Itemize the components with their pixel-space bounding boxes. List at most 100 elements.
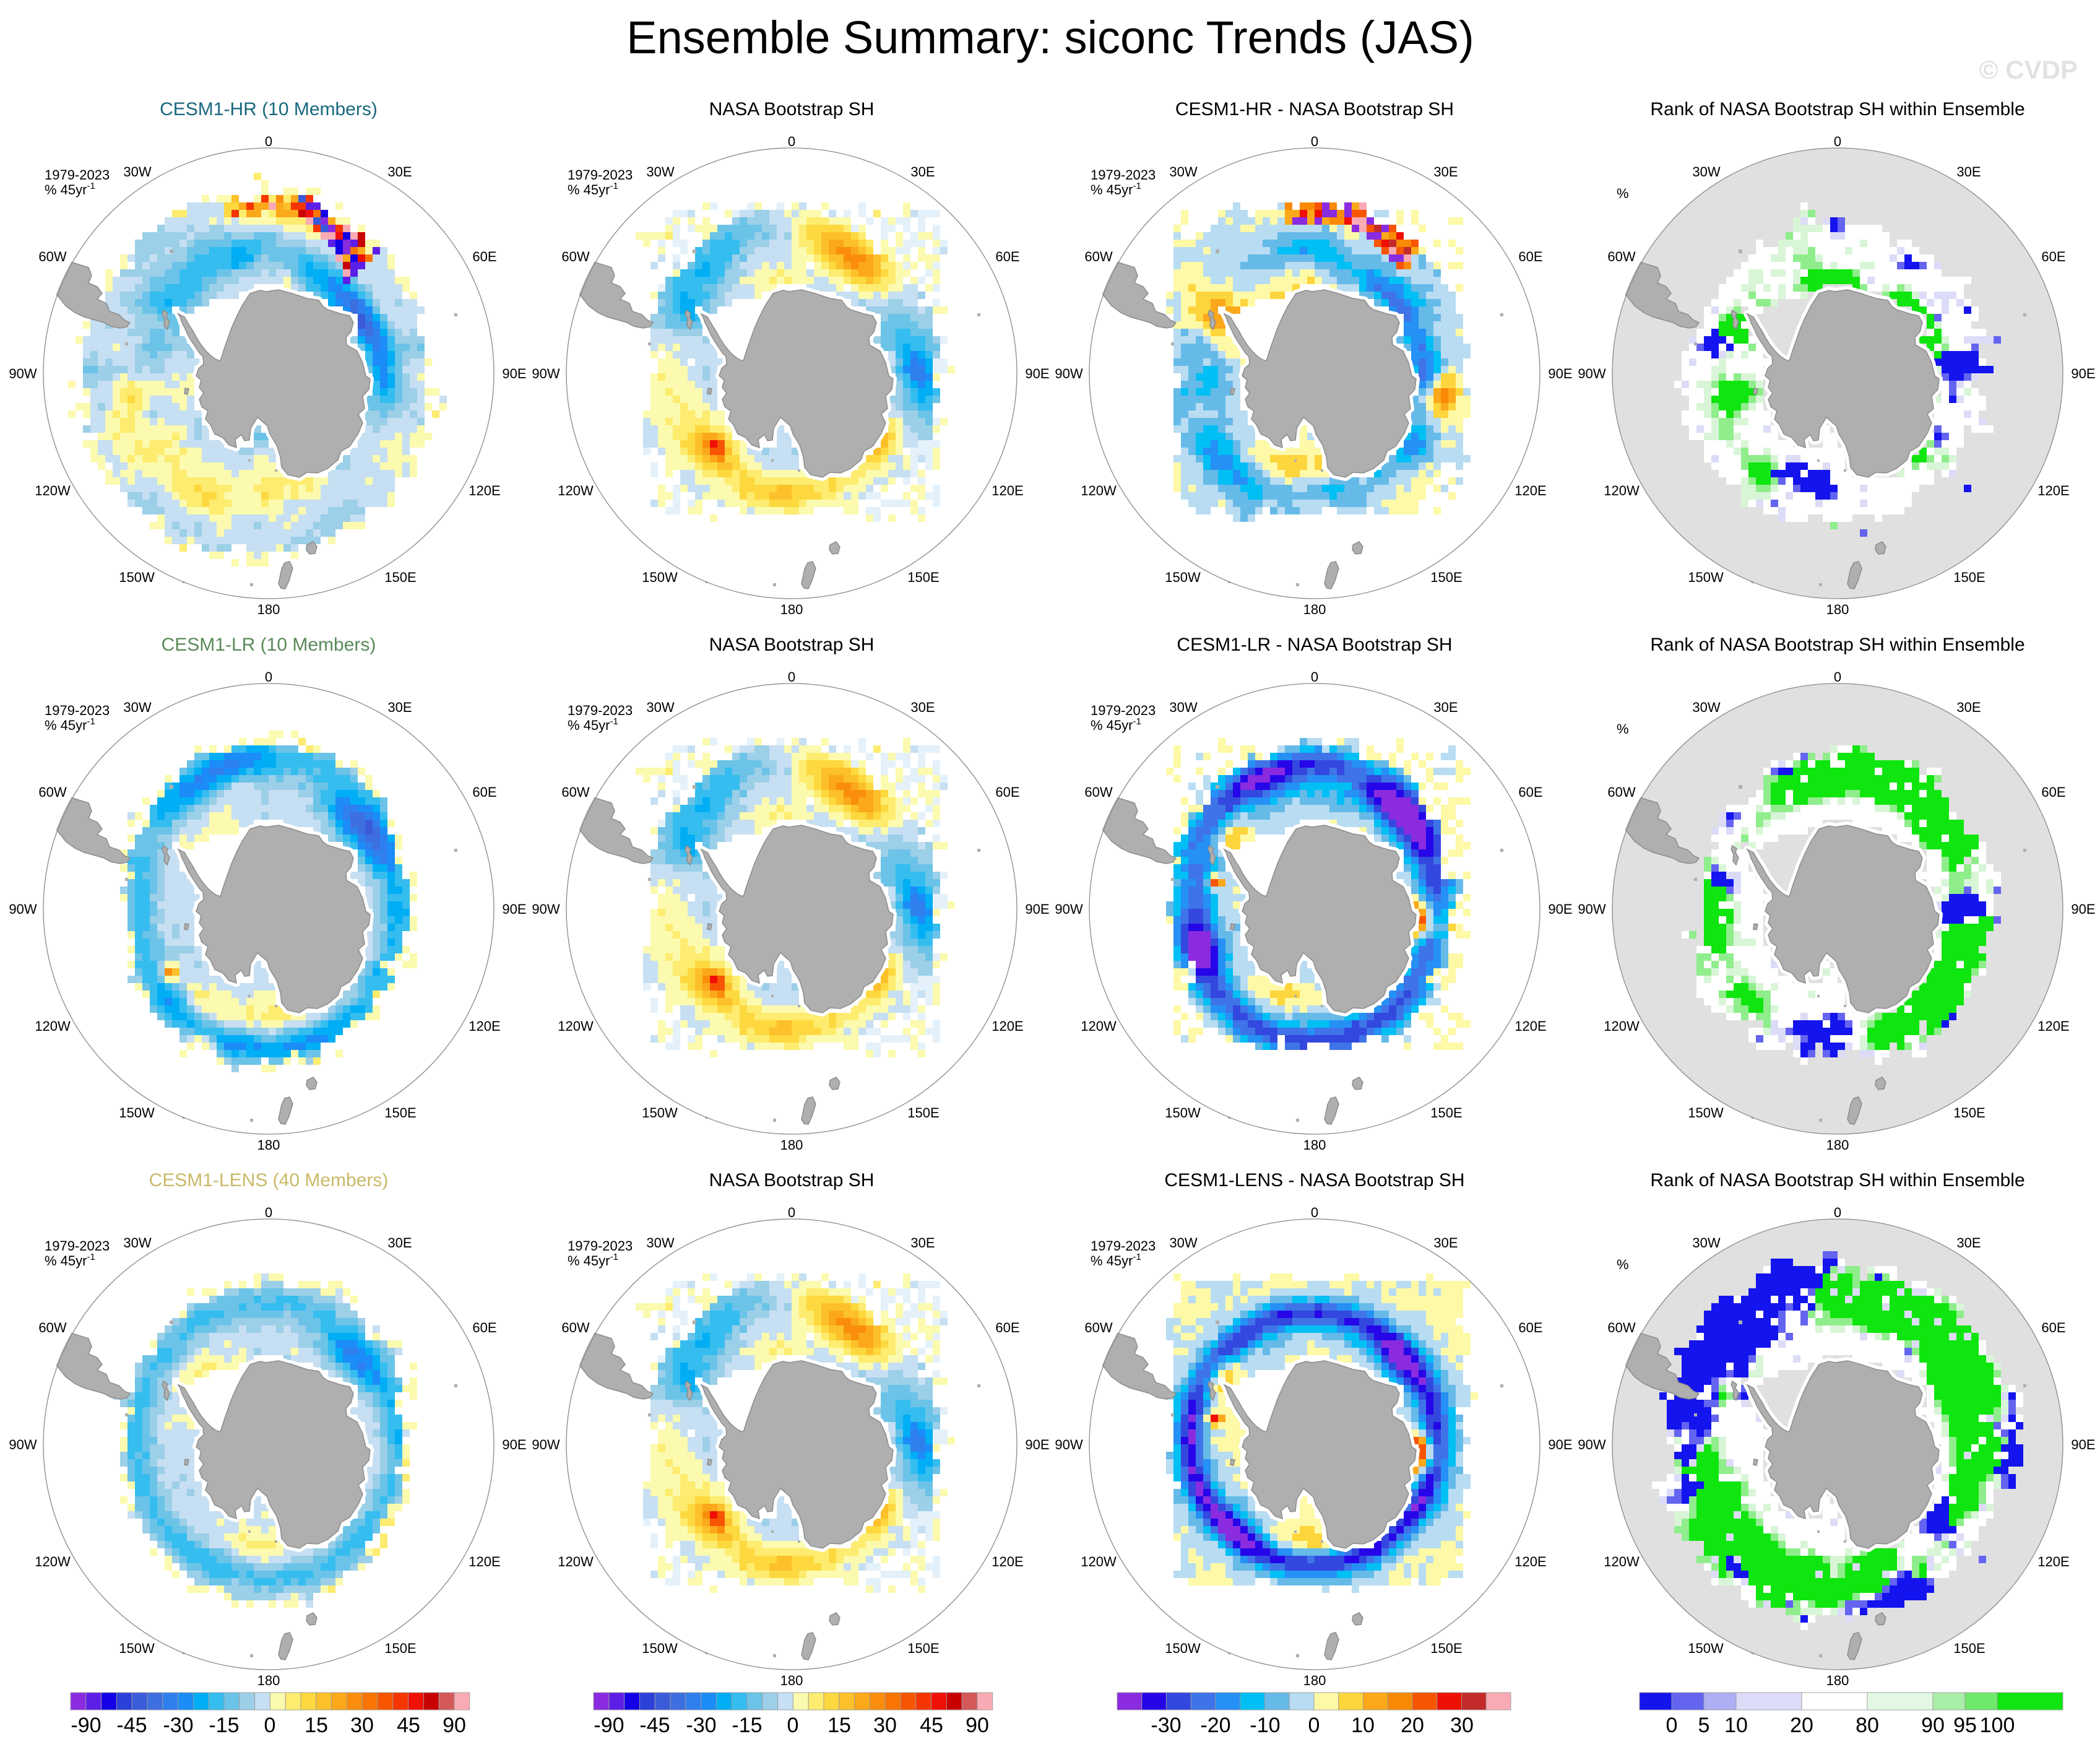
svg-text:1979-2023: 1979-2023: [568, 703, 633, 718]
svg-text:120E: 120E: [992, 1018, 1023, 1034]
svg-text:-45: -45: [116, 1714, 147, 1737]
svg-text:90E: 90E: [2071, 1437, 2095, 1452]
svg-text:CESM1-HR (10 Members): CESM1-HR (10 Members): [160, 99, 378, 119]
svg-text:% 45yr-1: % 45yr-1: [568, 716, 618, 733]
svg-text:1979-2023: 1979-2023: [1091, 703, 1156, 718]
svg-text:150E: 150E: [907, 570, 939, 585]
svg-text:90E: 90E: [2071, 366, 2095, 381]
svg-text:180: 180: [257, 1137, 280, 1153]
svg-text:90E: 90E: [1025, 901, 1049, 917]
svg-text:180: 180: [1826, 1673, 1849, 1688]
svg-text:30: 30: [873, 1714, 897, 1737]
svg-text:-30: -30: [686, 1714, 716, 1737]
svg-text:0: 0: [1308, 1714, 1320, 1737]
svg-text:% 45yr-1: % 45yr-1: [568, 181, 618, 197]
svg-text:150W: 150W: [119, 570, 155, 585]
svg-text:60W: 60W: [1607, 1320, 1635, 1335]
svg-text:0: 0: [788, 1205, 795, 1220]
svg-text:90E: 90E: [1025, 1437, 1049, 1452]
svg-text:-45: -45: [639, 1714, 670, 1737]
svg-text:90E: 90E: [502, 901, 526, 917]
svg-text:60W: 60W: [1084, 249, 1112, 264]
svg-text:180: 180: [1303, 1673, 1326, 1688]
svg-text:30E: 30E: [1433, 164, 1458, 180]
svg-text:CESM1-HR - NASA Bootstrap SH: CESM1-HR - NASA Bootstrap SH: [1175, 99, 1454, 119]
svg-text:Ensemble Summary: siconc Trend: Ensemble Summary: siconc Trends (JAS): [626, 12, 1474, 63]
svg-text:%: %: [1617, 186, 1629, 201]
svg-text:60E: 60E: [472, 1320, 496, 1335]
svg-text:90: 90: [443, 1714, 466, 1737]
svg-text:180: 180: [1826, 1137, 1849, 1153]
svg-text:0: 0: [265, 1205, 272, 1220]
svg-text:180: 180: [257, 1673, 280, 1688]
svg-text:0: 0: [1834, 134, 1841, 149]
svg-text:150E: 150E: [384, 570, 416, 585]
svg-text:30W: 30W: [123, 1235, 151, 1251]
svg-text:Rank of NASA Bootstrap SH with: Rank of NASA Bootstrap SH within Ensembl…: [1650, 99, 2024, 119]
svg-text:30: 30: [1450, 1714, 1474, 1737]
svg-text:90E: 90E: [1548, 1437, 1572, 1452]
svg-text:30W: 30W: [1692, 164, 1720, 180]
svg-text:30W: 30W: [646, 1235, 674, 1251]
svg-text:60W: 60W: [38, 784, 66, 800]
svg-text:30E: 30E: [1956, 1235, 1981, 1251]
svg-text:60W: 60W: [38, 249, 66, 264]
svg-text:90E: 90E: [2071, 901, 2095, 917]
svg-text:0: 0: [1311, 669, 1318, 685]
svg-text:20: 20: [1790, 1714, 1813, 1737]
svg-text:-10: -10: [1250, 1714, 1280, 1737]
svg-text:90E: 90E: [1548, 901, 1572, 917]
svg-text:90W: 90W: [1578, 901, 1605, 917]
svg-text:% 45yr-1: % 45yr-1: [45, 1252, 95, 1268]
svg-text:150W: 150W: [642, 570, 678, 585]
svg-text:Rank of NASA Bootstrap SH with: Rank of NASA Bootstrap SH within Ensembl…: [1650, 1170, 2024, 1190]
svg-text:60W: 60W: [38, 1320, 66, 1335]
svg-text:-20: -20: [1200, 1714, 1230, 1737]
svg-text:% 45yr-1: % 45yr-1: [1091, 181, 1141, 197]
svg-text:60E: 60E: [2041, 249, 2065, 264]
svg-text:30E: 30E: [387, 700, 412, 715]
svg-text:30W: 30W: [1169, 164, 1197, 180]
svg-text:30W: 30W: [1692, 700, 1720, 715]
svg-text:90E: 90E: [1548, 366, 1572, 381]
svg-text:150E: 150E: [1430, 1641, 1462, 1656]
svg-text:180: 180: [780, 602, 803, 617]
svg-text:120E: 120E: [2037, 1554, 2069, 1569]
svg-text:30E: 30E: [387, 1235, 412, 1251]
svg-text:150W: 150W: [119, 1105, 155, 1121]
svg-text:15: 15: [305, 1714, 328, 1737]
svg-text:150E: 150E: [1430, 1105, 1462, 1121]
svg-text:150E: 150E: [1430, 570, 1462, 585]
svg-text:-15: -15: [732, 1714, 762, 1737]
svg-text:-90: -90: [594, 1714, 624, 1737]
svg-text:30E: 30E: [387, 164, 412, 180]
svg-text:150W: 150W: [642, 1641, 678, 1656]
svg-text:0: 0: [788, 134, 795, 149]
svg-text:90W: 90W: [1578, 1437, 1605, 1452]
svg-text:30W: 30W: [646, 164, 674, 180]
svg-text:150E: 150E: [907, 1105, 939, 1121]
svg-text:0: 0: [787, 1714, 799, 1737]
svg-text:NASA Bootstrap SH: NASA Bootstrap SH: [709, 1170, 875, 1190]
svg-text:30E: 30E: [1956, 164, 1981, 180]
svg-text:180: 180: [780, 1673, 803, 1688]
svg-text:120W: 120W: [35, 483, 71, 498]
svg-text:% 45yr-1: % 45yr-1: [568, 1252, 618, 1268]
svg-text:30W: 30W: [1169, 1235, 1197, 1251]
svg-text:NASA Bootstrap SH: NASA Bootstrap SH: [709, 635, 875, 655]
svg-text:CESM1-LENS - NASA Bootstrap SH: CESM1-LENS - NASA Bootstrap SH: [1164, 1170, 1464, 1190]
svg-text:120W: 120W: [1081, 1554, 1117, 1569]
svg-text:60E: 60E: [1518, 249, 1542, 264]
svg-text:120E: 120E: [469, 483, 500, 498]
svg-text:1979-2023: 1979-2023: [1091, 1238, 1156, 1254]
svg-text:90W: 90W: [532, 901, 560, 917]
svg-text:90E: 90E: [502, 1437, 526, 1452]
svg-text:120E: 120E: [992, 483, 1023, 498]
svg-text:15: 15: [827, 1714, 851, 1737]
svg-text:CESM1-LENS (40 Members): CESM1-LENS (40 Members): [149, 1170, 389, 1190]
svg-text:150W: 150W: [1165, 1641, 1201, 1656]
svg-text:60E: 60E: [995, 249, 1019, 264]
svg-text:180: 180: [780, 1137, 803, 1153]
svg-text:120E: 120E: [992, 1554, 1023, 1569]
svg-text:1979-2023: 1979-2023: [45, 703, 110, 718]
